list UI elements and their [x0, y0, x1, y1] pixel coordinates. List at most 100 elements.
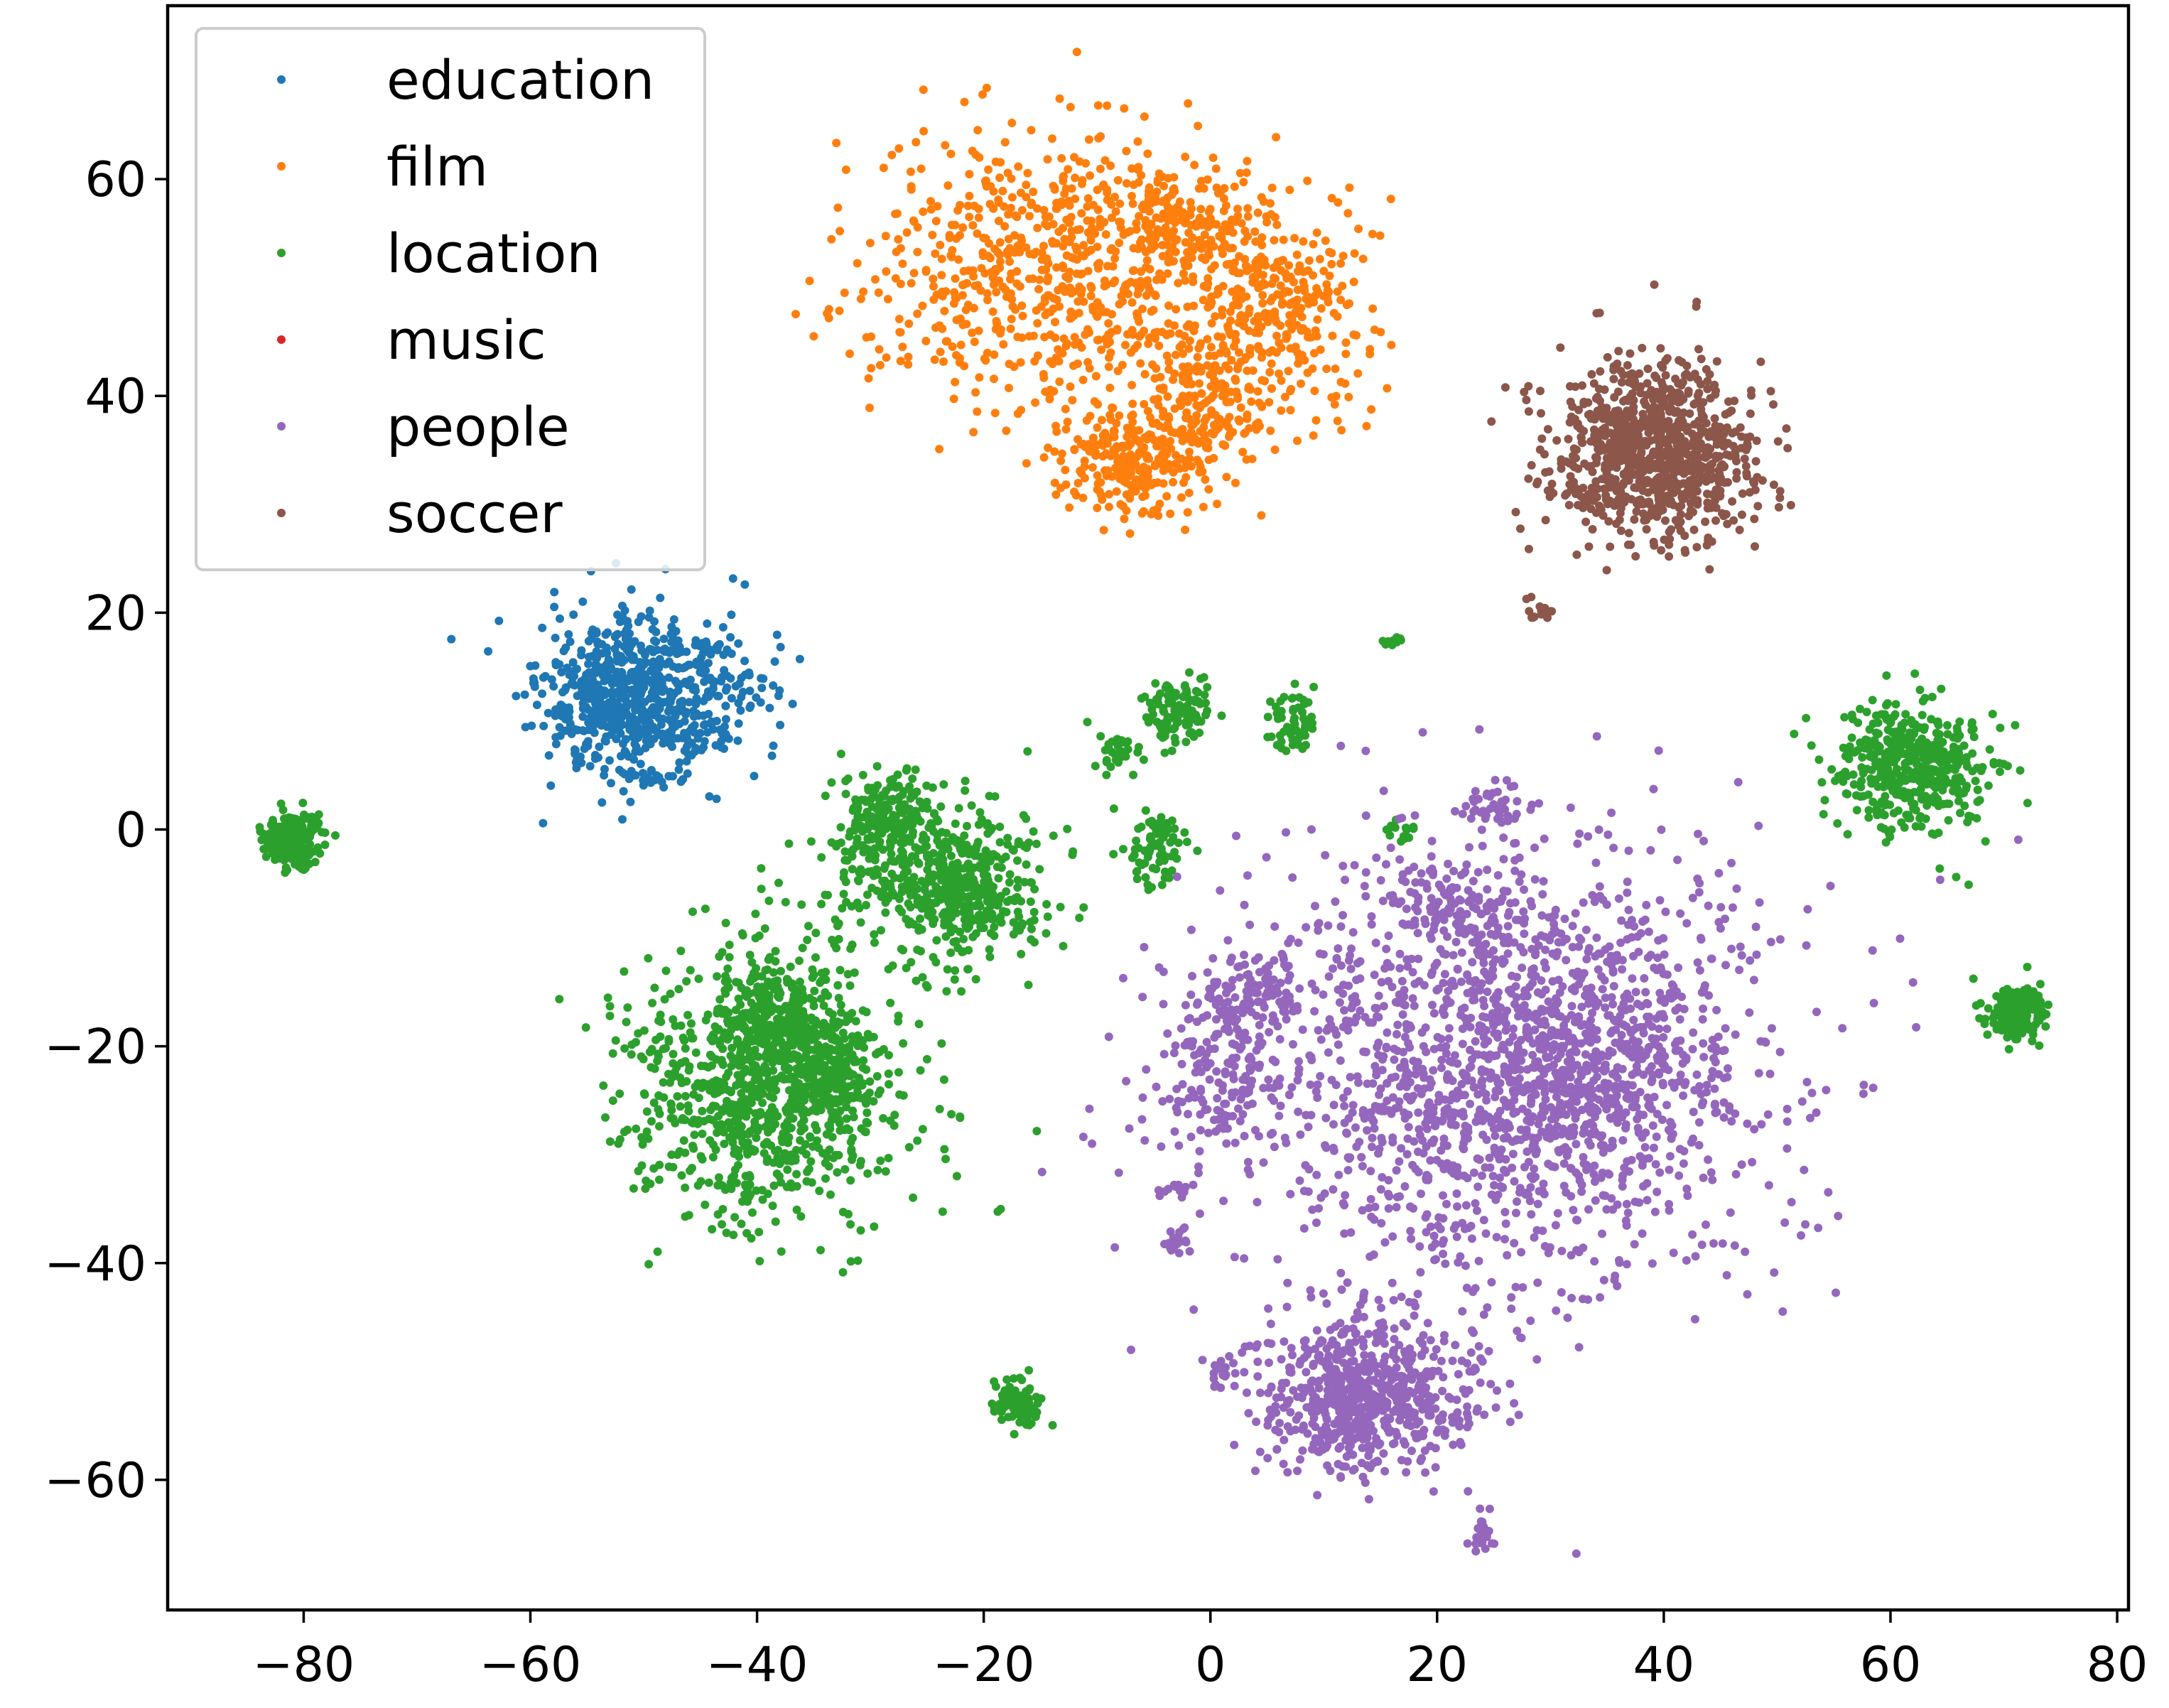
- point-location: [762, 1137, 772, 1147]
- point-film: [1054, 227, 1064, 237]
- point-location: [1162, 853, 1171, 861]
- point-location: [1014, 1402, 1023, 1411]
- point-film: [1279, 235, 1288, 244]
- point-film: [946, 251, 956, 260]
- point-education: [602, 649, 612, 658]
- point-film: [1057, 153, 1066, 163]
- point-location: [615, 1089, 624, 1098]
- point-film: [1248, 273, 1257, 282]
- point-film: [1323, 286, 1332, 295]
- point-education: [637, 612, 646, 621]
- point-location: [654, 1175, 664, 1184]
- point-film: [936, 240, 945, 249]
- point-film: [1233, 364, 1242, 374]
- point-film: [1179, 212, 1188, 222]
- point-film: [952, 351, 961, 360]
- point-film: [1096, 218, 1105, 227]
- point-film: [970, 281, 980, 291]
- point-location: [848, 865, 857, 874]
- point-film: [1218, 440, 1228, 449]
- point-location: [956, 1112, 965, 1121]
- point-location: [963, 821, 971, 831]
- point-film: [1253, 387, 1262, 396]
- point-education: [618, 601, 627, 610]
- point-location: [928, 783, 937, 792]
- point-film: [1078, 175, 1087, 185]
- point-education: [619, 739, 627, 748]
- point-film: [1143, 406, 1152, 416]
- point-location: [894, 782, 903, 791]
- point-film: [1051, 490, 1061, 499]
- point-location: [783, 1165, 792, 1174]
- point-film: [1242, 168, 1251, 177]
- point-film: [1218, 249, 1227, 259]
- point-location: [715, 952, 724, 961]
- point-film: [1044, 443, 1053, 453]
- point-education: [557, 668, 566, 677]
- point-location: [759, 1149, 769, 1158]
- point-film: [1223, 260, 1232, 269]
- point-location: [1307, 719, 1316, 728]
- point-film: [1358, 254, 1368, 264]
- point-film: [1039, 205, 1049, 215]
- point-location: [1143, 880, 1152, 890]
- point-location: [885, 891, 894, 900]
- point-education: [713, 691, 722, 701]
- point-film: [1029, 188, 1038, 196]
- point-location: [885, 882, 894, 891]
- point-education: [671, 706, 680, 715]
- point-location: [808, 973, 817, 982]
- point-location: [1004, 1393, 1013, 1402]
- point-film: [827, 234, 836, 244]
- point-location: [960, 831, 969, 841]
- point-film: [1129, 460, 1138, 470]
- point-film: [973, 229, 982, 238]
- point-education: [609, 674, 618, 683]
- point-education: [604, 655, 613, 664]
- point-film: [1171, 247, 1180, 256]
- point-location: [1017, 1375, 1027, 1385]
- point-film: [1006, 324, 1015, 333]
- point-film: [1096, 164, 1105, 173]
- point-location: [821, 1076, 830, 1086]
- point-education: [727, 649, 736, 659]
- point-location: [753, 982, 762, 991]
- point-education: [564, 629, 573, 639]
- point-location: [1280, 727, 1289, 736]
- point-location: [777, 1133, 786, 1142]
- point-film: [1294, 359, 1303, 368]
- point-education: [654, 772, 664, 782]
- point-location: [730, 1149, 739, 1158]
- point-location: [1943, 720, 1952, 730]
- point-location: [772, 1086, 781, 1095]
- point-location: [1005, 1383, 1015, 1392]
- point-film: [1164, 211, 1174, 220]
- point-location: [1145, 848, 1154, 857]
- point-location: [642, 1107, 651, 1116]
- point-location: [891, 823, 900, 833]
- point-film: [1043, 155, 1052, 164]
- point-film: [1159, 423, 1169, 433]
- point-film: [1108, 472, 1117, 481]
- point-location: [1029, 907, 1039, 917]
- point-location: [689, 1090, 698, 1099]
- point-location: [696, 1177, 705, 1186]
- point-education: [602, 700, 611, 709]
- point-location: [681, 1056, 690, 1066]
- point-location: [675, 1147, 684, 1156]
- point-location: [785, 1086, 794, 1095]
- point-film: [1181, 463, 1189, 472]
- point-film: [1066, 382, 1075, 391]
- point-film: [1051, 318, 1059, 327]
- point-film: [935, 445, 944, 454]
- point-education: [721, 715, 730, 724]
- point-location: [796, 1212, 806, 1221]
- point-location: [804, 1164, 813, 1174]
- point-location: [1056, 902, 1065, 912]
- point-film: [988, 307, 997, 316]
- point-film: [1345, 183, 1354, 193]
- point-film: [1204, 248, 1213, 257]
- point-education: [666, 629, 676, 639]
- point-location: [681, 1115, 690, 1125]
- point-film: [1027, 126, 1036, 135]
